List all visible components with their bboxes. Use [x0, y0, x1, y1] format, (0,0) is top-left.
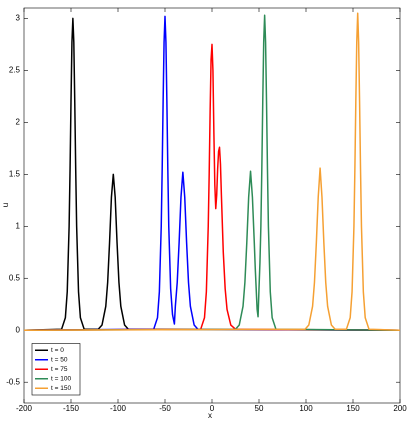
series-line: [23, 43, 401, 331]
x-tick-label: 100: [299, 404, 313, 413]
x-tick-label: -200: [16, 404, 33, 413]
series-line: [23, 12, 401, 331]
series-line: [23, 15, 401, 331]
x-tick-label: 150: [346, 404, 360, 413]
x-tick-label: 50: [255, 404, 264, 413]
legend-label: t = 150: [51, 385, 71, 392]
legend-label: t = 0: [51, 347, 64, 354]
x-axis-label: x: [208, 411, 212, 420]
legend-box: [31, 343, 81, 396]
y-tick-label: 2.5: [9, 65, 21, 74]
y-tick-label: 2: [16, 117, 21, 126]
x-tick-label: 0: [210, 404, 215, 413]
series-line: [23, 14, 401, 331]
legend-label: t = 50: [51, 356, 68, 363]
y-axis-label: u: [1, 203, 10, 207]
legend-label: t = 75: [51, 366, 68, 373]
series-line: [23, 17, 401, 331]
y-tick-label: 1: [16, 221, 21, 230]
y-tick-label: 0.5: [9, 273, 21, 282]
x-tick-label: -150: [63, 404, 80, 413]
legend-label: t = 100: [51, 375, 71, 382]
x-tick-label: -100: [110, 404, 127, 413]
x-tick-label: -50: [159, 404, 171, 413]
y-tick-label: 1.5: [9, 169, 21, 178]
y-tick-label: 0: [16, 325, 21, 334]
y-tick-label: 3: [16, 14, 21, 23]
y-tick-label: -0.5: [6, 377, 20, 386]
x-tick-label: 200: [393, 404, 407, 413]
